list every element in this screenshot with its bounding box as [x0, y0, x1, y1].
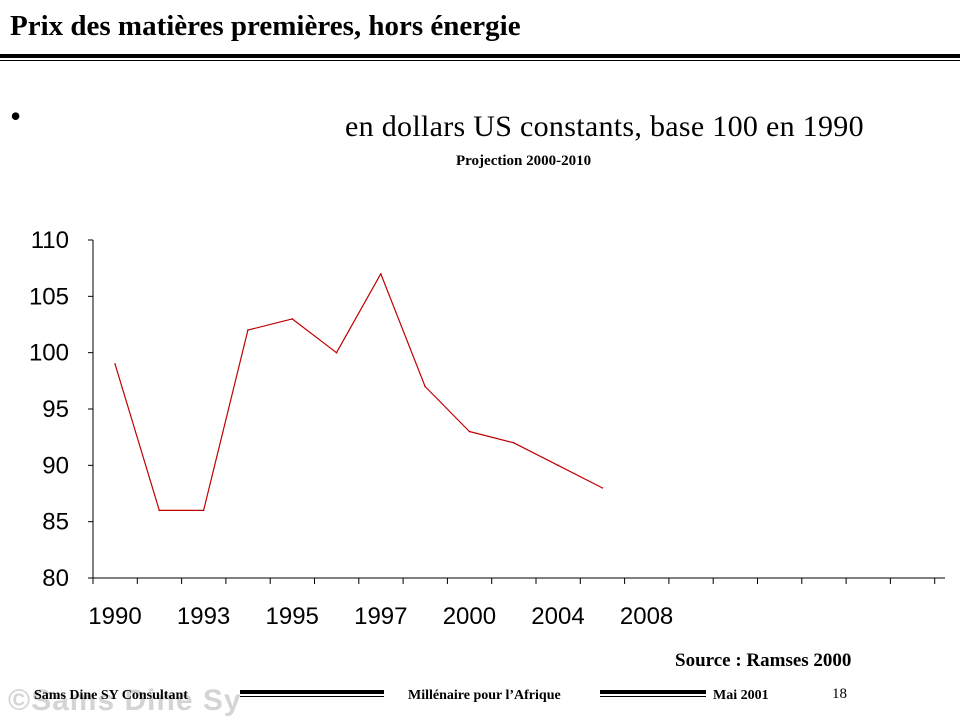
footer-center: Millénaire pour l’Afrique	[408, 688, 561, 703]
data-point	[158, 509, 161, 512]
x-tick-label: 2000	[443, 603, 496, 630]
slide-title: Prix des matières premières, hors énergi…	[10, 10, 521, 42]
footer-author: Sams Dine SY Consultant	[34, 688, 188, 703]
x-tick-label: 1990	[88, 603, 141, 630]
x-tick-label: 2004	[531, 603, 584, 630]
y-tick-label: 85	[42, 509, 69, 536]
x-tick-label: 1993	[177, 603, 230, 630]
x-tick-label: 1997	[354, 603, 407, 630]
data-point	[557, 464, 559, 467]
y-tick-label: 100	[29, 340, 69, 367]
footer-rule-left	[240, 690, 384, 699]
data-point	[247, 329, 249, 331]
data-point	[512, 442, 515, 444]
data-point	[424, 385, 426, 388]
y-tick-label: 110	[31, 227, 69, 254]
x-tick-label: 1995	[266, 603, 319, 630]
data-point	[380, 273, 382, 275]
footer-rule-right	[600, 690, 706, 699]
series-line	[114, 273, 603, 511]
page-number: 18	[832, 686, 847, 702]
data-point	[114, 363, 116, 365]
watermark: ©Sams Dine Sy	[8, 684, 242, 717]
y-tick-label: 80	[42, 565, 69, 592]
bullet: •	[10, 98, 22, 134]
data-point	[202, 509, 205, 512]
x-tick-label: 2008	[620, 603, 673, 630]
data-point	[601, 487, 604, 489]
y-tick-label: 95	[42, 396, 69, 423]
y-tick-label: 105	[29, 283, 69, 310]
title-rule	[0, 54, 960, 58]
chart-title: en dollars US constants, base 100 en 199…	[345, 110, 864, 143]
title-rule-thin	[0, 60, 960, 61]
data-point	[291, 318, 294, 320]
source-note: Source : Ramses 2000	[675, 650, 852, 671]
chart-subtitle: Projection 2000-2010	[456, 153, 592, 169]
y-tick-label: 90	[42, 452, 69, 479]
data-point	[468, 430, 471, 433]
data-point	[335, 351, 338, 354]
footer-date: Mai 2001	[713, 688, 769, 703]
